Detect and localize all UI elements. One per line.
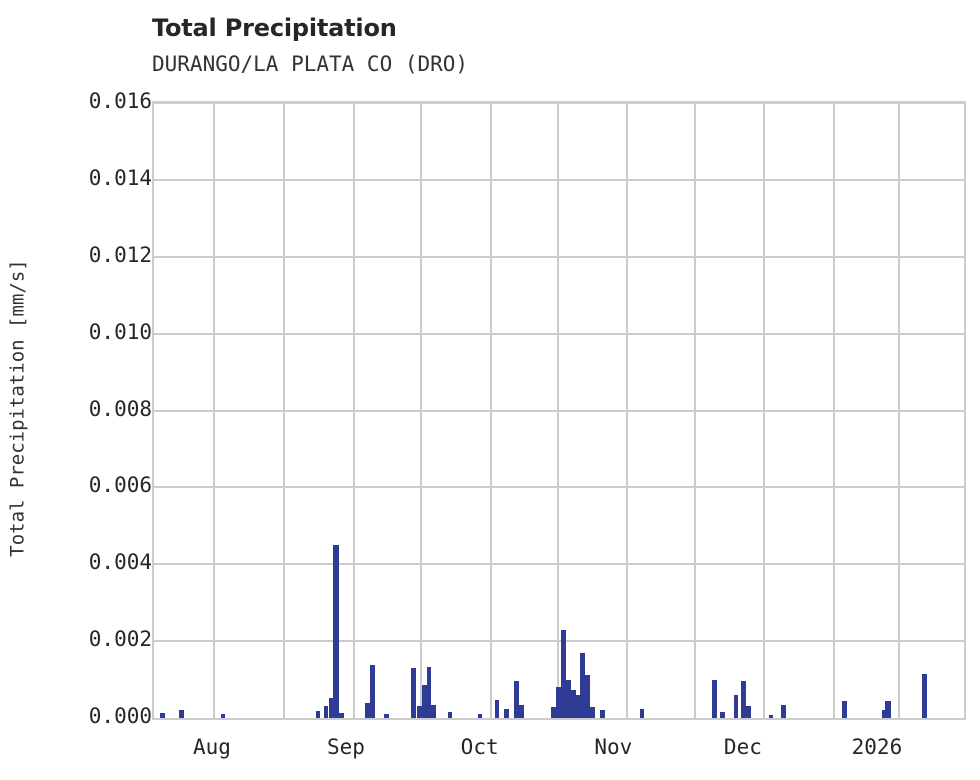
bar	[740, 680, 746, 718]
bar	[447, 712, 453, 718]
bar	[316, 711, 321, 718]
y-axis-tick-label: 0.016	[88, 89, 152, 113]
x-axis-tick-label: Dec	[723, 735, 762, 759]
bar	[477, 714, 482, 718]
bar	[551, 707, 557, 718]
horizontal-gridline	[154, 255, 964, 258]
bar	[745, 706, 751, 718]
bar	[384, 714, 390, 718]
horizontal-gridline	[154, 332, 964, 335]
vertical-gridline	[897, 103, 900, 718]
bar	[842, 700, 847, 718]
bar	[328, 698, 334, 718]
vertical-gridline	[419, 103, 422, 718]
bar	[504, 708, 510, 718]
x-axis-tick-label: Oct	[460, 735, 499, 759]
vertical-gridline	[556, 103, 559, 718]
bar	[733, 694, 739, 718]
bar	[365, 703, 370, 718]
bar	[411, 668, 417, 718]
vertical-gridline	[763, 103, 766, 718]
bar	[781, 704, 787, 718]
bar	[599, 710, 605, 718]
vertical-gridline	[352, 103, 355, 718]
bar	[769, 714, 774, 718]
y-axis-tick-label: 0.010	[88, 319, 152, 344]
bar	[514, 681, 519, 718]
y-axis-tick-label: 0.004	[88, 550, 152, 575]
vertical-gridline	[626, 103, 629, 718]
y-axis-tick-label: 0.006	[88, 473, 152, 498]
bar	[421, 685, 427, 718]
chart-subtitle: DURANGO/LA PLATA CO (DRO)	[152, 52, 469, 76]
y-axis-tick-label: 0.002	[88, 627, 152, 652]
y-axis-tick-labels: 0.000 0.002 0.004 0.006 0.008 0.010 0.012 0.014…	[0, 0, 152, 780]
y-axis-tick-label: 0.012	[88, 242, 152, 267]
vertical-gridline	[693, 103, 696, 718]
bar	[339, 712, 344, 718]
bar	[416, 706, 422, 718]
x-axis-tick-label: Sep	[327, 735, 365, 759]
bar	[494, 700, 500, 718]
bar	[575, 694, 581, 718]
bar	[881, 710, 887, 718]
bar	[561, 629, 566, 718]
horizontal-gridline	[154, 409, 964, 412]
vertical-gridline	[489, 103, 492, 718]
bar	[922, 673, 928, 718]
plot-area	[152, 101, 966, 720]
bar	[712, 679, 718, 718]
bar	[580, 652, 586, 718]
horizontal-gridline	[154, 563, 964, 566]
bar	[590, 707, 596, 718]
bar	[885, 700, 891, 718]
bar	[160, 713, 165, 718]
vertical-gridline	[832, 103, 835, 718]
bar	[431, 705, 437, 718]
horizontal-gridline	[154, 178, 964, 181]
bar	[333, 545, 340, 718]
bar	[556, 687, 562, 718]
vertical-gridline	[213, 103, 216, 718]
y-axis-tick-label: 0.014	[88, 165, 152, 190]
bar	[426, 666, 432, 718]
bar	[220, 714, 225, 718]
page-title: Total Precipitation	[152, 14, 397, 42]
bar	[719, 711, 725, 718]
x-axis-tick-label: Aug	[192, 735, 231, 759]
horizontal-gridline	[154, 103, 964, 104]
bar	[570, 690, 576, 718]
x-axis-tick-label: 2026	[851, 735, 903, 759]
y-axis-tick-label: 0.008	[88, 396, 152, 421]
x-axis-tick-label: Nov	[594, 735, 633, 759]
bar	[639, 709, 645, 718]
bar	[323, 706, 328, 718]
bar	[565, 680, 571, 718]
bar	[178, 709, 185, 718]
y-axis-tick-label: 0.000	[88, 704, 152, 728]
vertical-gridline	[283, 103, 285, 718]
bar	[585, 674, 591, 718]
bar	[369, 664, 375, 718]
horizontal-gridline	[154, 486, 964, 489]
plot-canvas	[154, 103, 964, 718]
horizontal-gridline	[154, 640, 964, 643]
bar	[518, 705, 524, 718]
